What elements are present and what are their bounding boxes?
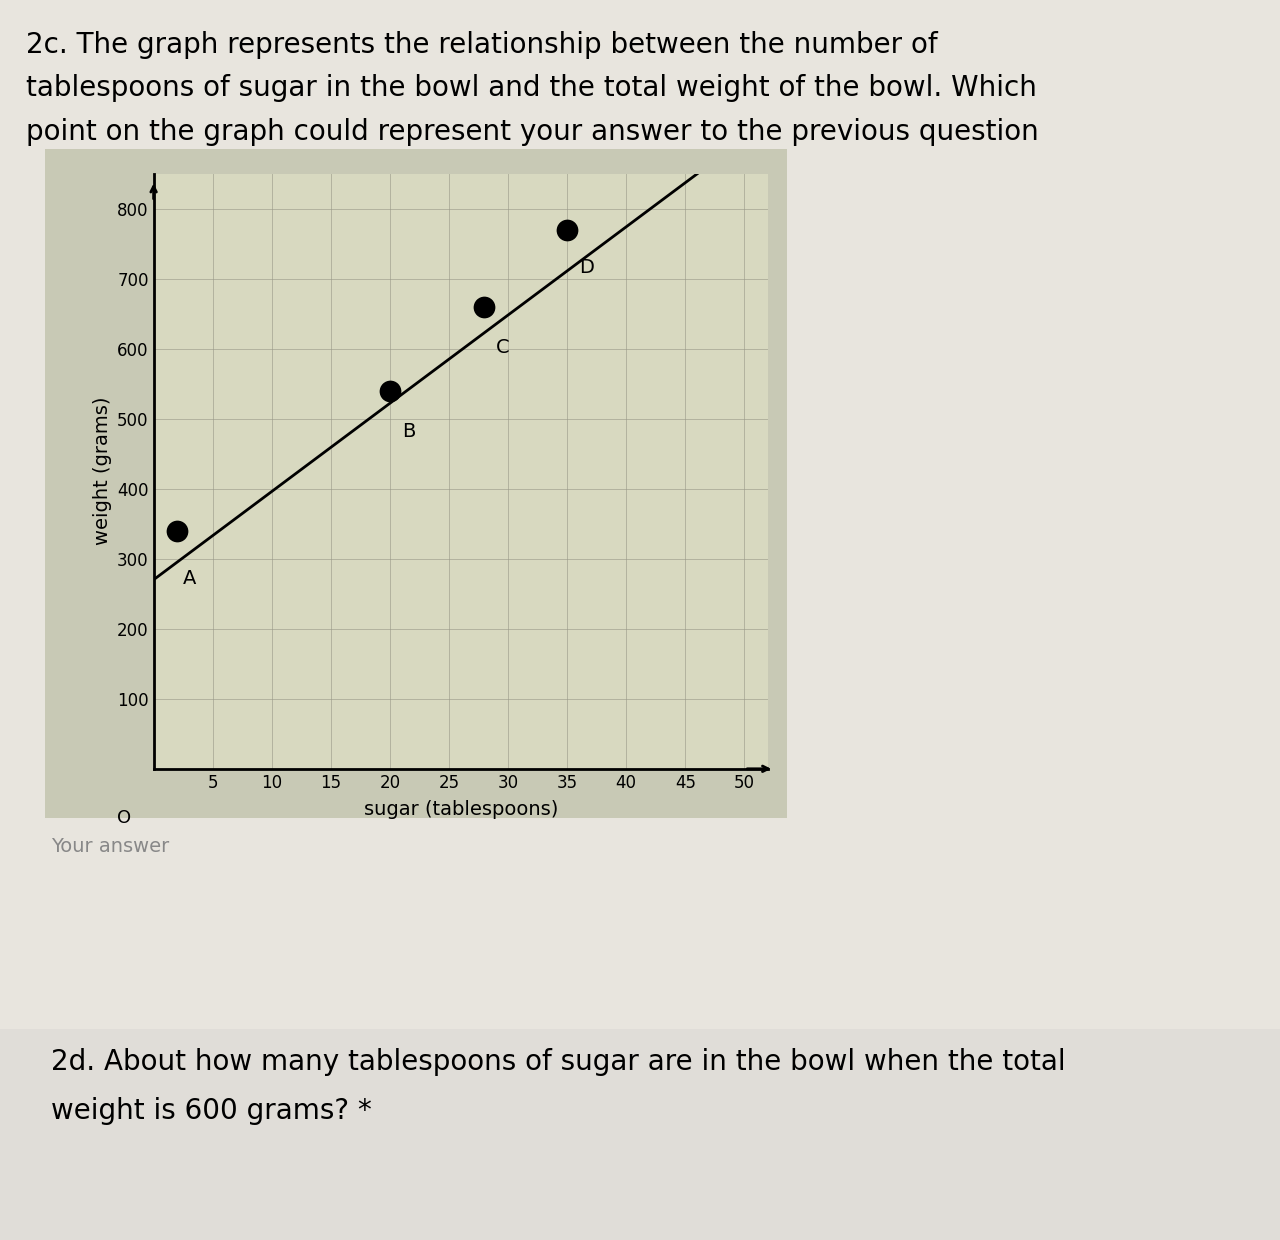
- Text: weight is 600 grams? *: weight is 600 grams? *: [51, 1097, 372, 1126]
- Text: O: O: [116, 808, 131, 827]
- Point: [557, 219, 577, 239]
- Y-axis label: weight (grams): weight (grams): [92, 397, 111, 546]
- X-axis label: sugar (tablespoons): sugar (tablespoons): [364, 800, 558, 818]
- Text: Your answer: Your answer: [51, 837, 169, 856]
- Text: A: A: [183, 569, 197, 588]
- Text: 2d. About how many tablespoons of sugar are in the bowl when the total: 2d. About how many tablespoons of sugar …: [51, 1048, 1066, 1076]
- Text: tablespoons of sugar in the bowl and the total weight of the bowl. Which: tablespoons of sugar in the bowl and the…: [26, 74, 1037, 103]
- Text: D: D: [579, 258, 594, 277]
- Text: B: B: [402, 422, 415, 441]
- Text: C: C: [497, 339, 509, 357]
- Point: [166, 521, 187, 541]
- Text: point on the graph could represent your answer to the previous question: point on the graph could represent your …: [26, 118, 1038, 146]
- Point: [380, 381, 401, 401]
- Text: 2c. The graph represents the relationship between the number of: 2c. The graph represents the relationshi…: [26, 31, 937, 60]
- Point: [474, 296, 494, 316]
